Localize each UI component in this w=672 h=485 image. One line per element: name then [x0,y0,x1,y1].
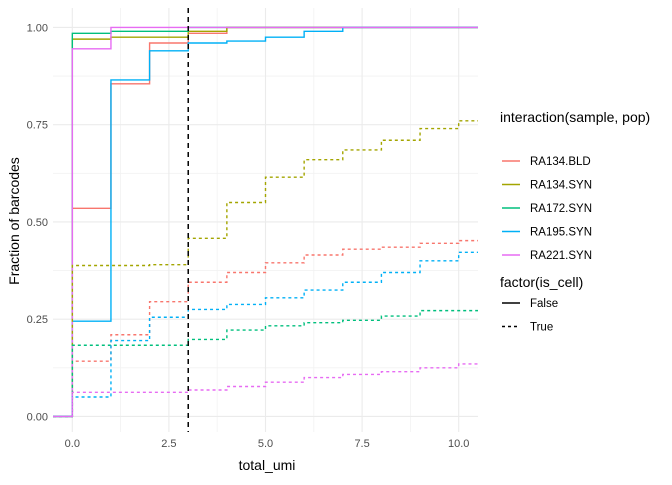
x-tick-label: 7.5 [354,438,369,450]
y-tick-labels: 0.00 0.25 0.50 0.75 1.00 [27,22,48,423]
color-legend: interaction(sample, pop) RA134.BLD RA134.… [500,109,650,262]
x-tick-label: 10.0 [448,438,469,450]
series-line-ra134-bld-true [53,239,478,418]
y-tick-label: 0.25 [27,314,48,326]
color-legend-label: RA134.SYN [530,180,592,192]
series-line-ra221-syn-true [53,363,478,418]
series-line-ra221-syn-false [53,26,478,418]
y-axis-title: Fraction of barcodes [6,157,22,285]
color-legend-label: RA195.SYN [530,227,592,239]
y-tick-label: 0.75 [27,120,48,132]
x-axis-title: total_umi [239,457,296,473]
x-tick-labels: 0.0 2.5 5.0 7.5 10.0 [65,438,470,450]
y-tick-label: 1.00 [27,22,48,34]
color-legend-title: interaction(sample, pop) [500,109,650,125]
series-layer [53,26,478,418]
color-legend-label: RA172.SYN [530,203,592,215]
x-tick-label: 0.0 [65,438,80,450]
y-tick-label: 0.50 [27,217,48,229]
linetype-legend-title: factor(is_cell) [500,274,583,290]
series-line-ra195-syn-true [53,251,478,418]
linetype-legend: factor(is_cell) False True [500,274,583,334]
series-line-ra134-syn-true [53,120,478,418]
linetype-legend-label: True [530,322,553,334]
linetype-legend-label: False [530,298,558,310]
x-tick-label: 2.5 [161,438,176,450]
series-line-ra195-syn-false [53,26,478,418]
color-legend-label: RA134.BLD [530,156,591,168]
x-tick-label: 5.0 [258,438,273,450]
color-legend-label: RA221.SYN [530,250,592,262]
y-tick-label: 0.00 [27,411,48,423]
